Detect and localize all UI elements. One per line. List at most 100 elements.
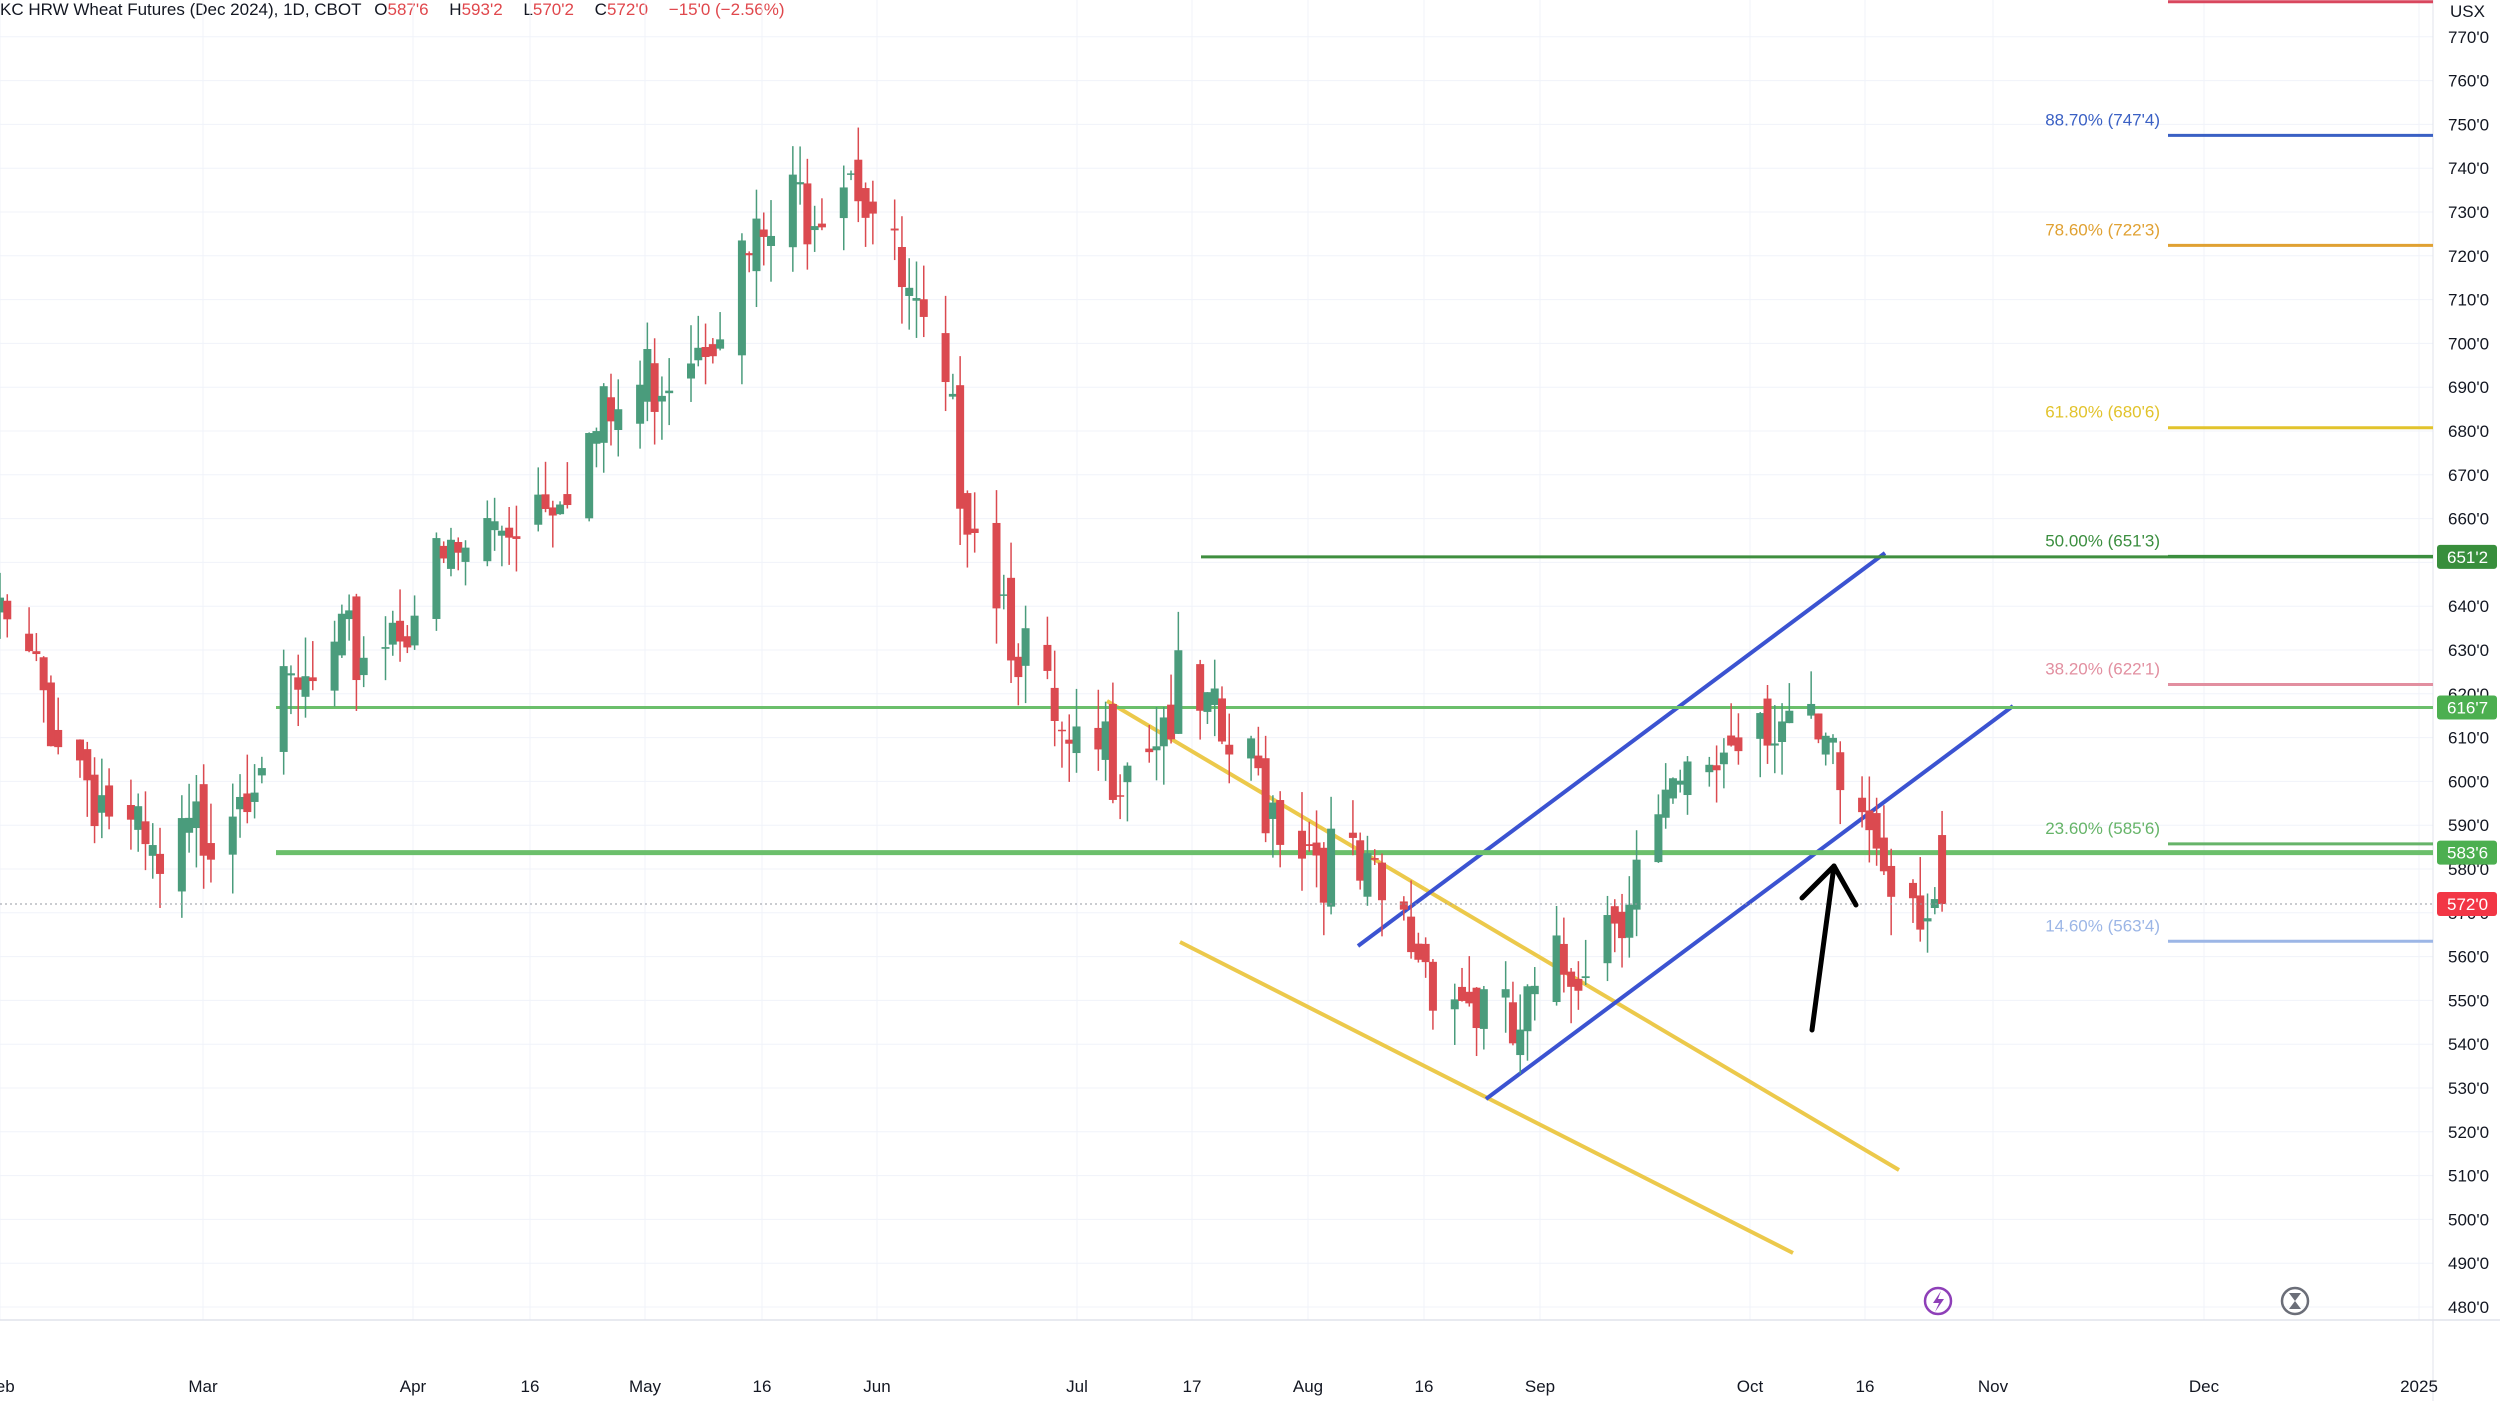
time-tick-label: Sep [1525,1377,1555,1396]
candle-body [1123,765,1132,783]
candle-body [810,226,819,231]
candle-body [126,805,135,820]
candle-body [396,620,405,642]
candle-body [1465,991,1474,1004]
time-tick-label: Mar [188,1377,218,1396]
candle-body [1421,943,1430,963]
candle-body [1399,901,1408,910]
candle-body [563,494,572,506]
candle-body [1887,865,1896,897]
price-tick-label: 760'0 [2448,72,2489,91]
candle-body [636,384,645,424]
candle-body [1472,987,1481,1029]
candle-body [1043,644,1052,671]
candle-body [1567,971,1576,987]
candle-body [759,229,768,237]
candle-body [1007,577,1016,661]
candle-body [199,784,208,856]
candle-body [345,610,354,620]
descending-channel-upper [1105,699,1901,1172]
candle-body [352,596,361,681]
horizontal-levels [276,555,2433,856]
candle-body [1210,688,1219,705]
price-tags: 651'2 616'7 583'6 572'0 [2437,544,2497,917]
candle-body [1217,698,1226,742]
candle-body [141,821,150,845]
candle-body [1828,737,1837,743]
candle-body [410,615,419,646]
candle-body [919,299,928,317]
candle-body [497,530,506,536]
high-value: H593'2 [449,0,503,19]
candle-body [897,247,906,288]
candle-body [1065,739,1074,744]
candle-body [788,174,797,248]
fib-level-label: 78.60% (722'3) [2045,220,2160,239]
candle-body [461,547,470,562]
candle-body [1734,737,1743,752]
price-tag-box [2437,892,2497,917]
price-tick-label: 510'0 [2448,1167,2489,1186]
candle-body [454,541,463,553]
candle-body [1319,847,1328,903]
candle-body [1705,764,1714,773]
candle-body [941,333,950,383]
candle-body [1327,828,1336,907]
price-tick-label: 480'0 [2448,1298,2489,1317]
candle-body [148,845,157,856]
candle-body [439,545,448,559]
candle-body [301,676,310,697]
time-tick-label: May [629,1377,662,1396]
ascending-channel-upper [1356,551,1887,948]
candle-body [687,363,696,379]
candle-body [32,651,41,655]
candle-body [250,792,259,802]
time-tick-label: 16 [753,1377,772,1396]
candle-body [1254,755,1263,769]
candle-body [1414,943,1423,960]
candle-body [1021,628,1030,666]
candle-body [716,339,725,349]
candle-body [1174,650,1183,734]
fib-level-label: 14.60% (563'4) [2045,916,2160,935]
lightning-bolt [1933,1291,1944,1312]
candle-body [1145,748,1154,753]
price-tick-label: 700'0 [2448,334,2489,353]
candle-body [1516,1029,1525,1056]
candle-body [890,228,899,231]
time-tick-label: Aug [1293,1377,1323,1396]
candle-body [847,173,856,175]
price-tick-label: 520'0 [2448,1123,2489,1142]
candle-body [1821,735,1830,755]
currency-label: USX [2450,2,2485,21]
price-tick-label: 670'0 [2448,466,2489,485]
candle-body [992,522,1001,609]
candle-body [39,657,48,691]
candle-body [83,749,92,781]
candle-body [701,347,710,357]
candle-body [156,853,165,874]
price-tick-label: 680'0 [2448,422,2489,441]
candle-body [1094,727,1103,750]
candle-body [1297,830,1306,859]
price-axis: 480'0 490'0 500'0 510'0 520'0 530'0 540'0 550'0… [2448,2,2489,1317]
time-tick-label: Oct [1737,1377,1764,1396]
candle-body [592,431,601,444]
candle-body [1203,692,1212,712]
price-tick-label: 750'0 [2448,115,2489,134]
candle-body [1196,664,1205,711]
candle-body [177,818,186,892]
candle-body [359,657,368,676]
candle-body [1785,710,1794,724]
candle-body [1458,986,1467,1001]
candle-body [505,527,514,538]
candle-body [1916,895,1925,930]
candle-body [1712,765,1721,771]
candle-body [1530,985,1539,995]
candle-body [956,385,965,509]
candle-body [861,188,870,218]
candle-body [1348,832,1357,838]
price-tick-label: 640'0 [2448,597,2489,616]
